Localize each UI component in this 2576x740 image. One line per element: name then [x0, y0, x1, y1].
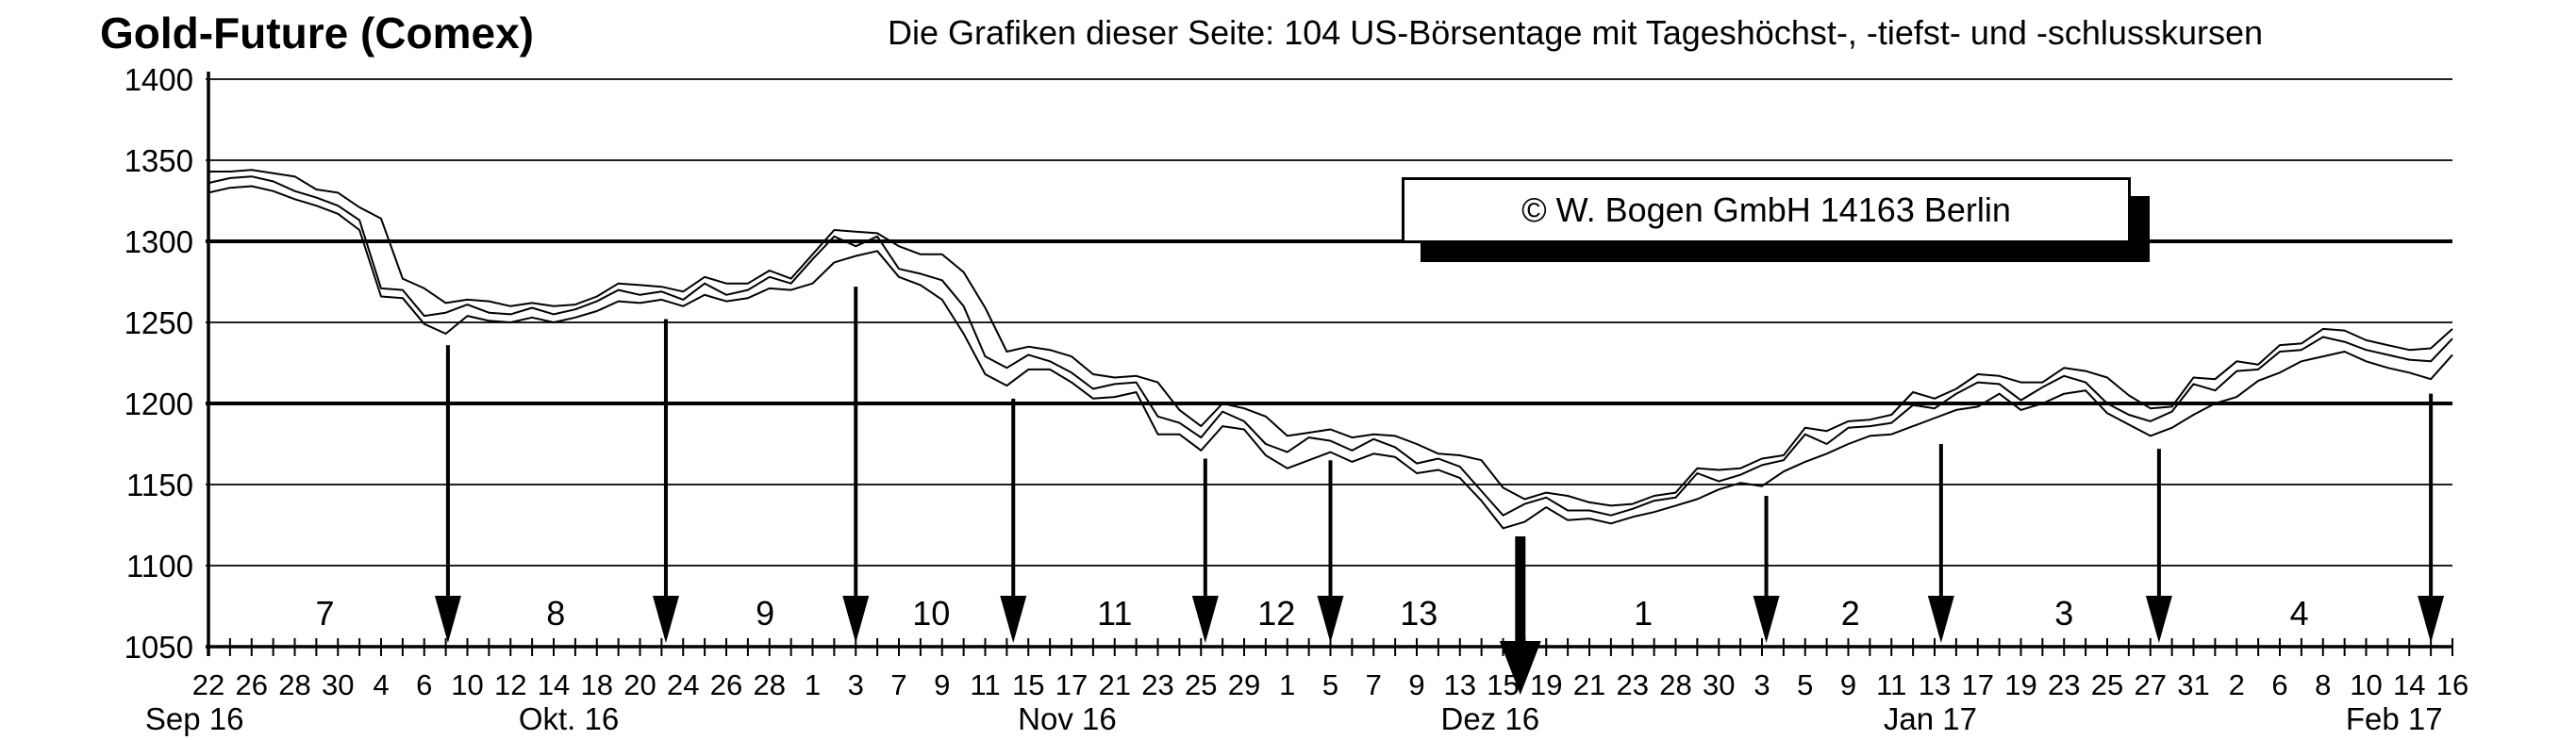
cycle-number-label: 11 [1097, 594, 1132, 633]
x-tick-label: 22 [192, 668, 224, 701]
page-subtitle: Die Grafiken dieser Seite: 104 US-Börsen… [888, 13, 2263, 52]
x-tick-label: 21 [1573, 668, 1605, 701]
x-tick-label: 24 [667, 668, 699, 701]
x-tick-label: 10 [451, 668, 483, 701]
price-line-low [208, 185, 2453, 530]
x-tick-label: 1 [1279, 668, 1295, 701]
x-tick-label: 13 [1919, 668, 1951, 701]
month-label: Nov 16 [1018, 701, 1117, 736]
cycle-number-label: 9 [756, 594, 774, 633]
event-arrow-head [842, 596, 870, 643]
x-tick-label: 10 [2350, 668, 2382, 701]
x-tick-label: 12 [494, 668, 526, 701]
y-axis-label: 1200 [125, 386, 193, 421]
x-tick-label: 7 [1366, 668, 1382, 701]
x-tick-label: 8 [2315, 668, 2331, 701]
event-arrow-head [2418, 596, 2445, 643]
price-line-close [208, 175, 2453, 517]
cycle-number-label: 1 [1634, 594, 1653, 633]
event-arrow-head [1927, 596, 1954, 643]
month-label: Okt. 16 [519, 701, 619, 736]
x-tick-label: 9 [1408, 668, 1424, 701]
x-tick-label: 19 [2004, 668, 2036, 701]
cycle-number-label: 3 [2054, 594, 2073, 633]
x-tick-label: 19 [1530, 668, 1562, 701]
month-label: Jan 17 [1884, 701, 1977, 736]
x-tick-label: 30 [322, 668, 354, 701]
x-tick-label: 11 [1876, 668, 1906, 701]
x-tick-label: 28 [754, 668, 786, 701]
page-title: Gold-Future (Comex) [100, 8, 534, 58]
x-tick-label: 3 [1753, 668, 1770, 701]
x-tick-label: 28 [1659, 668, 1691, 701]
x-tick-label: 20 [623, 668, 656, 701]
x-tick-label: 16 [2436, 668, 2468, 701]
event-arrow-big-head [1499, 641, 1541, 695]
event-arrow-head [1000, 596, 1027, 643]
x-tick-label: 5 [1797, 668, 1813, 701]
x-tick-label: 23 [1617, 668, 1649, 701]
event-arrow-head [1753, 596, 1780, 643]
x-tick-label: 1 [805, 668, 821, 701]
cycle-number-label: 12 [1257, 594, 1295, 633]
y-axis-label: 1250 [125, 305, 193, 340]
x-tick-label: 26 [710, 668, 742, 701]
x-tick-label: 29 [1228, 668, 1260, 701]
x-tick-label: 17 [1962, 668, 1994, 701]
y-axis-label: 1400 [125, 62, 193, 97]
x-tick-label: 18 [581, 668, 613, 701]
x-tick-label: 21 [1099, 668, 1131, 701]
copyright-text: © W. Bogen GmbH 14163 Berlin [1521, 190, 2011, 229]
x-tick-label: 9 [1840, 668, 1856, 701]
price-line-high [208, 169, 2453, 507]
x-tick-label: 17 [1055, 668, 1088, 701]
x-tick-label: 23 [1141, 668, 1173, 701]
x-tick-label: 14 [2393, 668, 2425, 701]
x-tick-label: 4 [373, 668, 389, 701]
x-tick-label: 31 [2177, 668, 2209, 701]
x-tick-label: 25 [1185, 668, 1217, 701]
y-axis-label: 1300 [125, 224, 193, 259]
y-axis-label: 1050 [125, 630, 193, 665]
event-arrow-head [2145, 596, 2172, 643]
x-tick-label: 13 [1444, 668, 1476, 701]
y-axis-label: 1100 [126, 549, 193, 584]
x-tick-label: 6 [416, 668, 432, 701]
y-axis-label: 1350 [125, 143, 193, 178]
x-tick-label: 30 [1703, 668, 1735, 701]
x-tick-label: 9 [934, 668, 950, 701]
event-arrow-head [1317, 596, 1344, 643]
x-tick-label: 6 [2271, 668, 2287, 701]
y-axis-label: 1150 [126, 468, 193, 502]
cycle-number-label: 4 [2290, 594, 2309, 633]
x-tick-label: 7 [890, 668, 906, 701]
cycle-number-label: 2 [1841, 594, 1860, 633]
event-arrow-head [434, 596, 461, 643]
copyright-box: © W. Bogen GmbH 14163 Berlin [1402, 177, 2131, 243]
x-tick-label: 27 [2135, 668, 2167, 701]
x-tick-label: 15 [1012, 668, 1044, 701]
x-tick-label: 28 [278, 668, 310, 701]
event-arrow-head [652, 596, 679, 643]
x-tick-label: 3 [848, 668, 864, 701]
x-tick-label: 11 [970, 668, 1000, 701]
cycle-number-label: 10 [912, 594, 950, 633]
cycle-number-label: 7 [316, 594, 335, 633]
x-tick-label: 23 [2048, 668, 2080, 701]
x-tick-label: 14 [538, 668, 570, 701]
x-tick-label: 25 [2091, 668, 2123, 701]
cycle-number-label: 8 [546, 594, 565, 633]
cycle-number-label: 13 [1400, 594, 1438, 633]
x-tick-label: 2 [2229, 668, 2245, 701]
month-label: Feb 17 [2346, 701, 2443, 736]
event-arrow-head [1191, 596, 1219, 643]
month-label: Sep 16 [145, 701, 244, 736]
month-label: Dez 16 [1440, 701, 1539, 736]
x-tick-label: 5 [1322, 668, 1338, 701]
x-tick-label: 26 [236, 668, 268, 701]
